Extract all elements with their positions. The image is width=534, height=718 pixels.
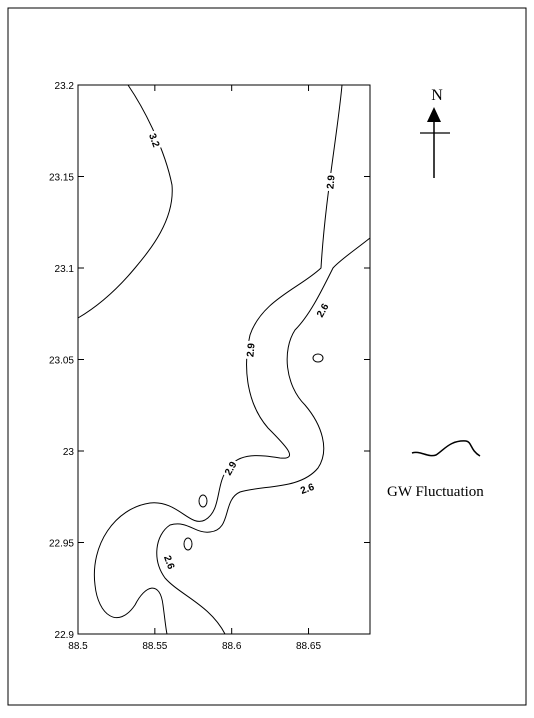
plot-frame bbox=[77, 84, 371, 635]
contour-label-bg bbox=[312, 299, 332, 321]
y-tick-label: 22.9 bbox=[55, 630, 75, 641]
contour-label-bg bbox=[296, 479, 318, 497]
contour-label: 2.6 bbox=[161, 554, 176, 571]
legend-symbol bbox=[411, 440, 481, 457]
contour-label-bg bbox=[243, 340, 257, 360]
y-tick-label: 23.15 bbox=[49, 173, 74, 184]
contour-line bbox=[156, 237, 371, 635]
x-tick-label: 88.5 bbox=[68, 641, 88, 652]
contour-label: 2.6 bbox=[299, 482, 316, 497]
contour-label: 2.9 bbox=[245, 342, 257, 357]
north-arrow-head bbox=[427, 107, 441, 122]
contour-loop bbox=[312, 353, 324, 363]
y-tick-label: 23.1 bbox=[55, 264, 75, 275]
y-tick-label: 22.95 bbox=[49, 539, 74, 550]
contour-loop bbox=[183, 537, 193, 551]
y-tick-label: 23.2 bbox=[55, 81, 75, 92]
contour-line bbox=[77, 84, 173, 319]
frame bbox=[7, 7, 527, 706]
contour-label-bg bbox=[146, 129, 164, 151]
contour-loop bbox=[198, 494, 208, 508]
x-tick-label: 88.55 bbox=[142, 641, 167, 652]
y-tick-label: 23 bbox=[63, 447, 75, 458]
contour-label: 3.2 bbox=[146, 132, 161, 149]
contour-label-bg bbox=[161, 551, 179, 573]
contour-label: 2.9 bbox=[325, 174, 337, 189]
contour-line bbox=[93, 84, 343, 635]
x-tick-label: 88.6 bbox=[222, 641, 242, 652]
x-tick-label: 88.65 bbox=[296, 641, 321, 652]
contour-label-bg bbox=[220, 457, 240, 479]
contour-label-bg bbox=[323, 172, 337, 192]
y-tick-label: 23.05 bbox=[49, 356, 74, 367]
north-label: N bbox=[431, 87, 443, 104]
legend-label: GW Fluctuation bbox=[387, 484, 484, 500]
